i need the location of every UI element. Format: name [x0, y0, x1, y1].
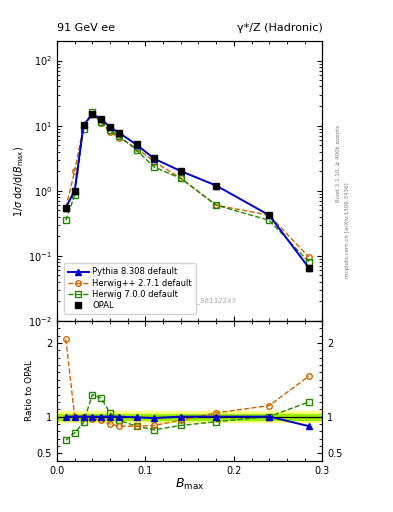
Pythia 8.308 default	[108, 124, 112, 130]
Herwig++ 2.7.1 default	[267, 212, 272, 218]
Herwig 7.0.0 default	[117, 133, 121, 139]
Pythia 8.308 default	[178, 168, 183, 174]
Herwig++ 2.7.1 default	[72, 168, 77, 174]
Herwig 7.0.0 default	[90, 109, 95, 115]
Herwig++ 2.7.1 default	[117, 135, 121, 141]
Herwig++ 2.7.1 default	[214, 202, 219, 208]
Herwig 7.0.0 default	[307, 259, 311, 265]
Legend: Pythia 8.308 default, Herwig++ 2.7.1 default, Herwig 7.0.0 default, OPAL: Pythia 8.308 default, Herwig++ 2.7.1 def…	[64, 263, 196, 314]
OPAL	[134, 141, 139, 147]
Herwig 7.0.0 default	[99, 119, 104, 125]
X-axis label: $B_{\rm max}$: $B_{\rm max}$	[175, 477, 204, 492]
Y-axis label: Ratio to OPAL: Ratio to OPAL	[25, 360, 34, 421]
Text: 91 GeV ee: 91 GeV ee	[57, 23, 115, 33]
Text: Rivet 3.1.10, ≥ 400k events: Rivet 3.1.10, ≥ 400k events	[336, 125, 341, 202]
OPAL	[214, 182, 219, 188]
Pythia 8.308 default	[64, 204, 68, 210]
Line: Pythia 8.308 default: Pythia 8.308 default	[63, 111, 312, 271]
OPAL	[267, 212, 272, 218]
OPAL	[307, 265, 311, 271]
Pythia 8.308 default	[117, 130, 121, 136]
Pythia 8.308 default	[214, 182, 219, 188]
Herwig 7.0.0 default	[267, 217, 272, 223]
Herwig 7.0.0 default	[134, 147, 139, 153]
Line: OPAL: OPAL	[62, 111, 312, 271]
Text: mcplots.cern.ch [arXiv:1306.3436]: mcplots.cern.ch [arXiv:1306.3436]	[345, 183, 350, 278]
Pythia 8.308 default	[72, 187, 77, 194]
Text: γ*/Z (Hadronic): γ*/Z (Hadronic)	[237, 23, 322, 33]
Pythia 8.308 default	[267, 212, 272, 218]
Pythia 8.308 default	[152, 156, 156, 162]
Herwig 7.0.0 default	[178, 175, 183, 181]
Pythia 8.308 default	[90, 111, 95, 117]
Herwig++ 2.7.1 default	[81, 122, 86, 129]
Herwig 7.0.0 default	[152, 164, 156, 170]
Herwig 7.0.0 default	[72, 192, 77, 198]
Herwig 7.0.0 default	[64, 217, 68, 223]
OPAL	[81, 122, 86, 128]
Herwig 7.0.0 default	[81, 125, 86, 132]
OPAL	[99, 116, 104, 122]
Line: Herwig 7.0.0 default: Herwig 7.0.0 default	[63, 110, 312, 265]
Y-axis label: 1/$\sigma$ d$\sigma$/d($B_{\rm max}$): 1/$\sigma$ d$\sigma$/d($B_{\rm max}$)	[12, 145, 26, 217]
Herwig 7.0.0 default	[108, 127, 112, 133]
Pythia 8.308 default	[99, 116, 104, 122]
OPAL	[72, 187, 77, 194]
Pythia 8.308 default	[134, 142, 139, 148]
Herwig++ 2.7.1 default	[134, 145, 139, 151]
Herwig++ 2.7.1 default	[64, 204, 68, 210]
Herwig++ 2.7.1 default	[307, 254, 311, 260]
Text: OPAL_2004_S6132243: OPAL_2004_S6132243	[158, 297, 237, 304]
OPAL	[64, 204, 68, 210]
OPAL	[117, 130, 121, 136]
OPAL	[108, 124, 112, 130]
Pythia 8.308 default	[307, 265, 311, 271]
Herwig 7.0.0 default	[214, 202, 219, 208]
Herwig++ 2.7.1 default	[99, 120, 104, 126]
OPAL	[178, 168, 183, 174]
OPAL	[90, 111, 95, 117]
Line: Herwig++ 2.7.1 default: Herwig++ 2.7.1 default	[63, 111, 312, 260]
Herwig++ 2.7.1 default	[178, 175, 183, 181]
Herwig++ 2.7.1 default	[152, 159, 156, 165]
Herwig++ 2.7.1 default	[90, 111, 95, 117]
Pythia 8.308 default	[81, 122, 86, 128]
Herwig++ 2.7.1 default	[108, 129, 112, 135]
OPAL	[152, 155, 156, 161]
